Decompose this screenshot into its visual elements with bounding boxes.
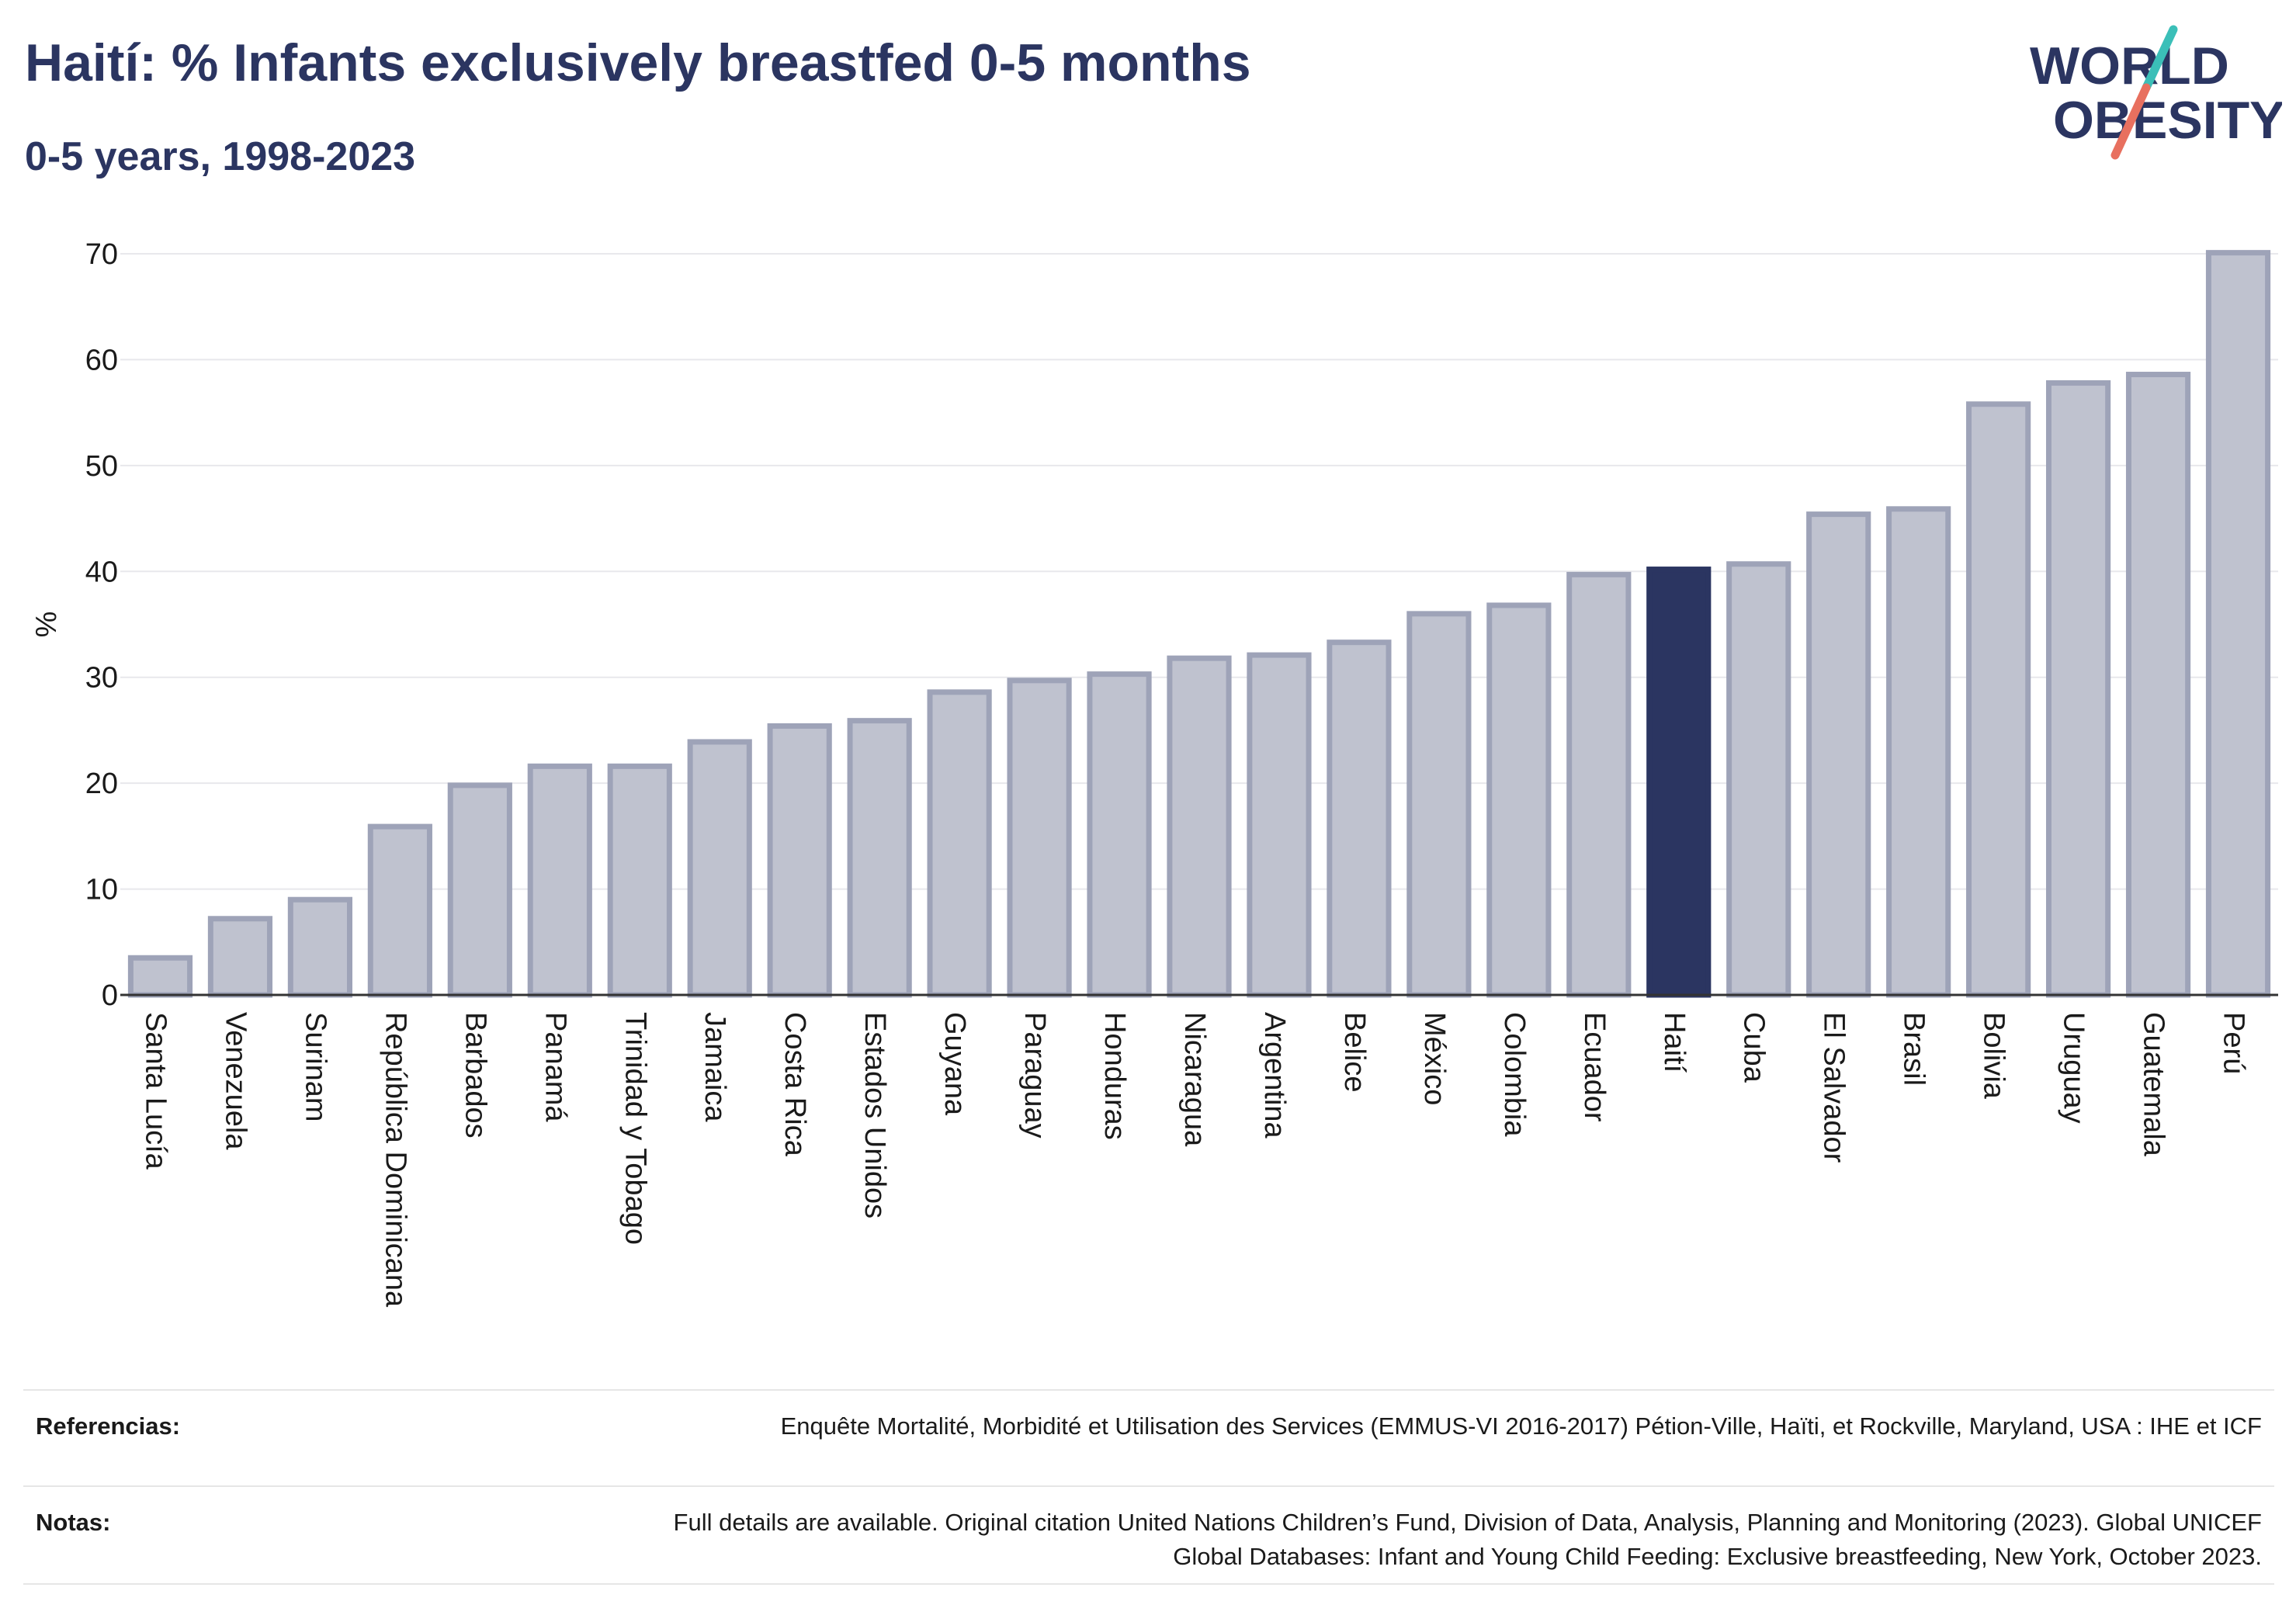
chart-footer: Referencias: Enquête Mortalité, Morbidit… [23,1389,2274,1585]
notes-row: Notas: Full details are available. Origi… [23,1485,2274,1585]
bars [127,250,2271,998]
x-tick-label: Costa Rica [779,1012,811,1157]
bar [287,896,353,998]
bar [127,955,193,998]
x-tick-label: Jamaica [699,1012,731,1122]
x-tick-label: Ecuador [1578,1012,1611,1122]
references-row: Referencias: Enquête Mortalité, Morbidit… [23,1389,2274,1485]
x-tick-label: Argentina [1258,1012,1291,1139]
notes-text: Full details are available. Original cit… [673,1509,2262,1570]
bar-chart: 0 10 20 30 40 50 60 70 Santa Lucía Venezuela Suri… [30,238,2278,1308]
bar [2045,380,2111,998]
bar [367,823,432,998]
y-tick-label: 30 [85,662,118,695]
y-axis-label: % [30,612,63,638]
references-label: Referencias: [36,1412,181,1440]
x-tick-label: Venezuela [219,1012,251,1150]
y-tick-label: 10 [85,874,118,906]
x-tick-label: Uruguay [2058,1012,2090,1124]
bar [687,739,752,998]
x-tick-label: Guyana [938,1012,971,1116]
bar [607,763,672,998]
bar [1087,671,1152,998]
x-axis-labels: Santa Lucía Venezuela Surinam República Dom… [139,1012,2249,1308]
bar [527,763,592,998]
chart-title: Haití: % Infants exclusively breastfed 0… [25,33,1251,92]
logo-slash-top [2142,25,2178,92]
x-tick-label: Perú [2218,1012,2250,1074]
y-tick-label: 20 [85,768,118,800]
bar [1566,571,1632,998]
x-tick-label: Santa Lucía [139,1012,172,1170]
y-axis-ticks: 0 10 20 30 40 50 60 70 [85,238,118,1012]
bar [1726,561,1791,998]
x-tick-label: Trinidad y Tobago [619,1012,651,1245]
bar [447,782,512,998]
bar [1327,639,1392,998]
y-tick-label: 60 [85,344,118,376]
bar [1406,611,1472,998]
y-tick-label: 40 [85,556,118,588]
x-tick-label: Bolivia [1978,1012,2010,1100]
x-tick-label: Paraguay [1018,1012,1051,1139]
x-tick-label: Belice [1338,1012,1371,1093]
x-tick-label: Haití [1658,1012,1691,1073]
bar [1886,506,1951,998]
x-tick-label: Cuba [1738,1012,1771,1083]
references-text: Enquête Mortalité, Morbidité et Utilisat… [780,1412,2262,1440]
bar [1007,678,1072,998]
logo-slash-bottom [2110,83,2151,160]
bar [1247,652,1312,998]
x-tick-label: Estados Unidos [858,1012,891,1218]
x-tick-label: Panamá [539,1012,571,1122]
x-tick-label: Guatemala [2138,1012,2170,1157]
x-tick-label: Barbados [459,1012,491,1139]
bar [1966,401,2031,998]
bar [767,723,832,998]
logo-line2: OBESITY [2053,91,2282,150]
y-tick-label: 70 [85,238,118,271]
x-tick-label: Surinam [299,1012,331,1122]
bar [847,718,912,998]
x-tick-label: Brasil [1898,1012,1930,1086]
notes-label: Notas: [36,1509,111,1536]
bar [2125,372,2191,998]
bar-highlight [1646,567,1712,998]
bar [1167,655,1232,998]
bar [927,689,992,998]
x-tick-label: El Salvador [1818,1012,1850,1163]
world-obesity-logo: WORLD OBESITY [2030,25,2282,160]
bar [1806,511,1871,998]
bar [207,916,273,998]
x-tick-label: México [1418,1012,1451,1105]
logo-line1: WORLD [2030,36,2229,95]
y-tick-label: 0 [102,979,118,1012]
y-tick-label: 50 [85,450,118,483]
bar [2205,250,2271,998]
x-tick-label: Colombia [1498,1012,1531,1137]
x-tick-label: República Dominicana [379,1012,411,1308]
x-tick-label: Honduras [1098,1012,1131,1140]
chart-subtitle: 0-5 years, 1998-2023 [25,134,416,179]
x-tick-label: Nicaragua [1178,1012,1211,1147]
bar [1486,602,1552,998]
